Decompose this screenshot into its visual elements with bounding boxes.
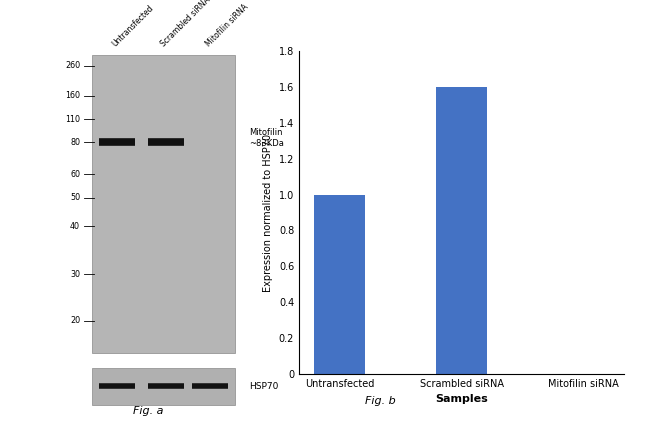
Text: 30: 30 bbox=[70, 269, 80, 279]
Text: 260: 260 bbox=[65, 61, 80, 71]
Text: 110: 110 bbox=[65, 114, 80, 124]
Y-axis label: Expression normalized to HSP70: Expression normalized to HSP70 bbox=[263, 133, 273, 292]
Bar bbox=[314, 195, 365, 374]
Bar bbox=[92, 368, 235, 405]
Text: Fig. a: Fig. a bbox=[133, 405, 164, 416]
Text: Mitofilin siRNA: Mitofilin siRNA bbox=[204, 3, 250, 49]
Text: 50: 50 bbox=[70, 193, 80, 202]
X-axis label: Samples: Samples bbox=[435, 394, 488, 405]
Text: Fig. b: Fig. b bbox=[365, 396, 396, 406]
Text: 40: 40 bbox=[70, 221, 80, 231]
Text: HSP70: HSP70 bbox=[249, 382, 278, 391]
Text: 160: 160 bbox=[65, 91, 80, 100]
Text: 20: 20 bbox=[70, 316, 80, 326]
Text: 60: 60 bbox=[70, 170, 80, 179]
Text: Untransfected: Untransfected bbox=[111, 4, 156, 49]
Text: Scrambled siRNA: Scrambled siRNA bbox=[159, 0, 213, 49]
Text: 80: 80 bbox=[70, 138, 80, 147]
Bar bbox=[436, 87, 487, 374]
Bar bbox=[92, 55, 235, 353]
Text: Mitofilin
~83KDa: Mitofilin ~83KDa bbox=[249, 128, 283, 148]
